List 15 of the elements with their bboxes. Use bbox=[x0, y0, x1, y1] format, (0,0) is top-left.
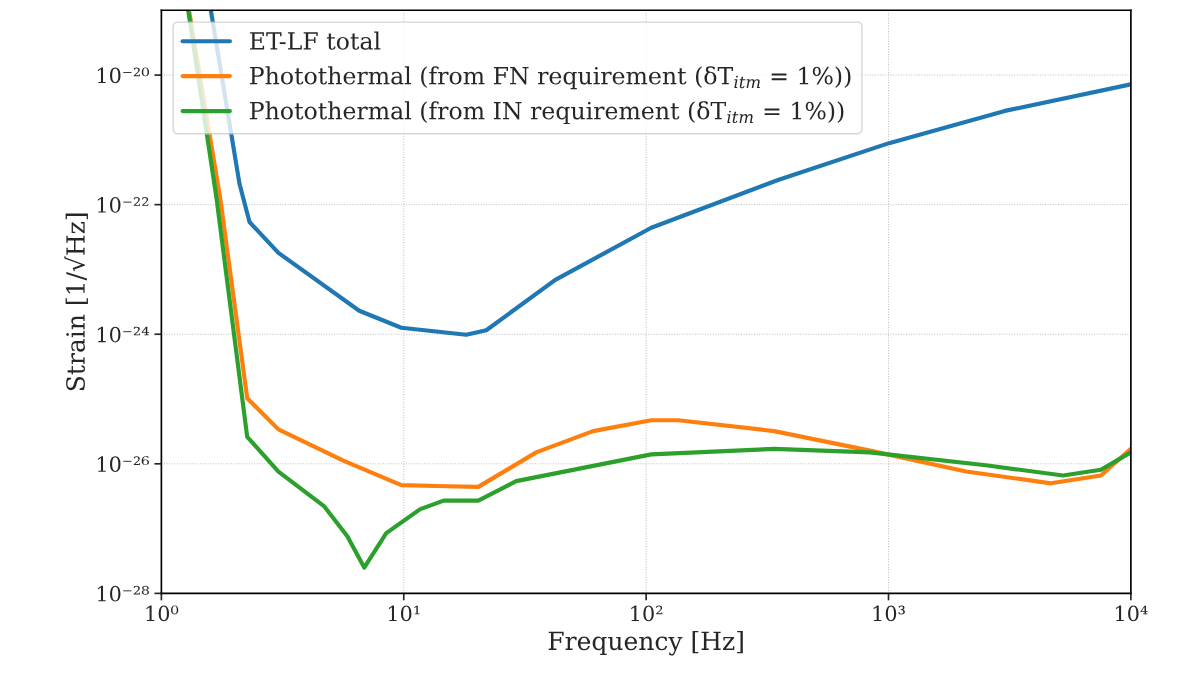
y-tick-label: 10⁻²⁰ bbox=[97, 67, 150, 84]
legend-label: Photothermal (from IN requirement (δT$_{itm}$ = 1%)) bbox=[250, 101, 844, 125]
y-tick-label: 10⁻²⁴ bbox=[97, 326, 149, 343]
x-tick-label: 10⁴ bbox=[1115, 605, 1148, 622]
x-tick-label: 10¹ bbox=[388, 605, 420, 622]
legend-label: Photothermal (from FN requirement (δT$_{itm}$ = 1%)) bbox=[250, 66, 851, 90]
legend-label: ET-LF total bbox=[250, 31, 381, 50]
x-tick-label: 10³ bbox=[873, 605, 905, 622]
y-tick-label: 10⁻²² bbox=[97, 197, 149, 213]
y-tick-label: 10⁻²⁸ bbox=[97, 585, 150, 602]
y-axis-title: Strain [1/√Hz] bbox=[64, 213, 88, 391]
y-tick-label: 10⁻²⁶ bbox=[97, 456, 149, 473]
x-tick-label: 10² bbox=[631, 605, 663, 622]
x-tick-label: 10⁰ bbox=[146, 605, 179, 622]
x-axis-title: Frequency [Hz] bbox=[548, 630, 743, 656]
